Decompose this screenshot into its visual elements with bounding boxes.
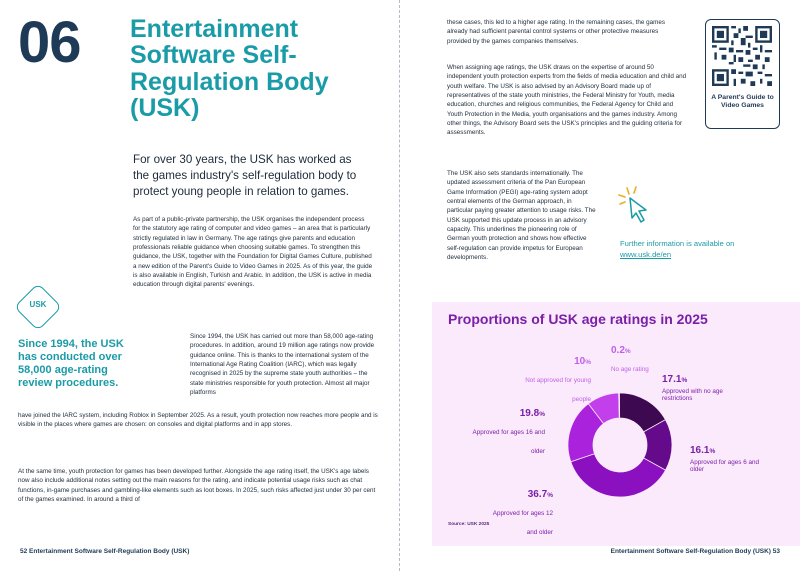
- desc-6-and-older: Approved for ages 6 and older: [690, 459, 759, 474]
- slice-no-age-rating: [618, 392, 621, 419]
- right-paragraph-2: When assigning age ratings, the USK draw…: [447, 64, 687, 137]
- lead-paragraph: For over 30 years, the USK has worked as…: [133, 153, 357, 198]
- right-paragraph-3: The USK also sets standards internationa…: [447, 170, 596, 261]
- desc-12-and-older: Approved for ages 12 and older: [492, 510, 553, 536]
- label-not-approved: 10% Not approved for young people: [525, 356, 591, 403]
- body-paragraph-2: Since 1994, the USK has carried out more…: [190, 333, 375, 396]
- pct-16-and-older: 19.8: [519, 408, 540, 419]
- desc-no-restrictions: Approved with no age restrictions: [662, 388, 723, 403]
- page-divider: [399, 0, 400, 571]
- further-info: Further information is available on www.…: [620, 238, 785, 260]
- left-page: [0, 0, 400, 571]
- footer-left: 52 Entertainment Software Self-Regulatio…: [20, 548, 190, 555]
- pct-no-restrictions: 17.1: [662, 374, 682, 385]
- label-no-restrictions: 17.1% Approved with no age restrictions: [662, 369, 742, 406]
- footer-right: Entertainment Software Self-Regulation B…: [610, 548, 780, 555]
- slice-12-and-older: [570, 453, 667, 498]
- further-info-link[interactable]: www.usk.de/en: [620, 250, 672, 260]
- label-no-age-rating: 0.2% No age rating: [611, 345, 649, 374]
- qr-code-icon[interactable]: [712, 26, 772, 86]
- body-paragraph-1: As part of a public-private partnership,…: [133, 216, 373, 289]
- pull-quote: Since 1994, the USK has conducted over 5…: [18, 338, 124, 389]
- qr-card[interactable]: [705, 19, 780, 129]
- body-paragraph-4: At the same time, youth protection for g…: [18, 468, 376, 503]
- chapter-title: Entertainment Software Self-Regulation B…: [130, 15, 329, 122]
- desc-no-age-rating: No age rating: [611, 366, 649, 374]
- desc-not-approved: Not approved for young people: [525, 377, 591, 403]
- right-paragraph-1: these cases, this led to a higher age ra…: [447, 19, 666, 45]
- pct-6-and-older: 16.1: [690, 445, 710, 456]
- body-paragraph-3: have joined the IARC system, including R…: [18, 412, 378, 429]
- qr-caption: A Parent's Guide to Video Games: [711, 94, 774, 110]
- usk-logo-text: USK: [29, 300, 47, 309]
- pct-12-and-older: 36.7: [527, 489, 548, 500]
- pct-not-approved: 10: [574, 356, 586, 367]
- label-12-and-older: 36.7% Approved for ages 12 and older: [492, 489, 553, 536]
- further-info-text: Further information is available on: [620, 239, 735, 248]
- label-16-and-older: 19.8% Approved for ages 16 and older: [472, 408, 545, 455]
- desc-16-and-older: Approved for ages 16 and older: [472, 429, 545, 455]
- pct-no-age-rating: 0.2: [611, 345, 625, 356]
- chart-panel: [432, 302, 800, 546]
- chapter-number: 06: [18, 10, 82, 75]
- pointer-click-icon: [618, 186, 647, 223]
- donut-chart: [567, 392, 673, 498]
- chart-title: Proportions of USK age ratings in 2025: [448, 311, 708, 327]
- label-6-and-older: 16.1% Approved for ages 6 and older: [690, 440, 765, 477]
- chart-source: Source: USK 2025: [448, 522, 490, 527]
